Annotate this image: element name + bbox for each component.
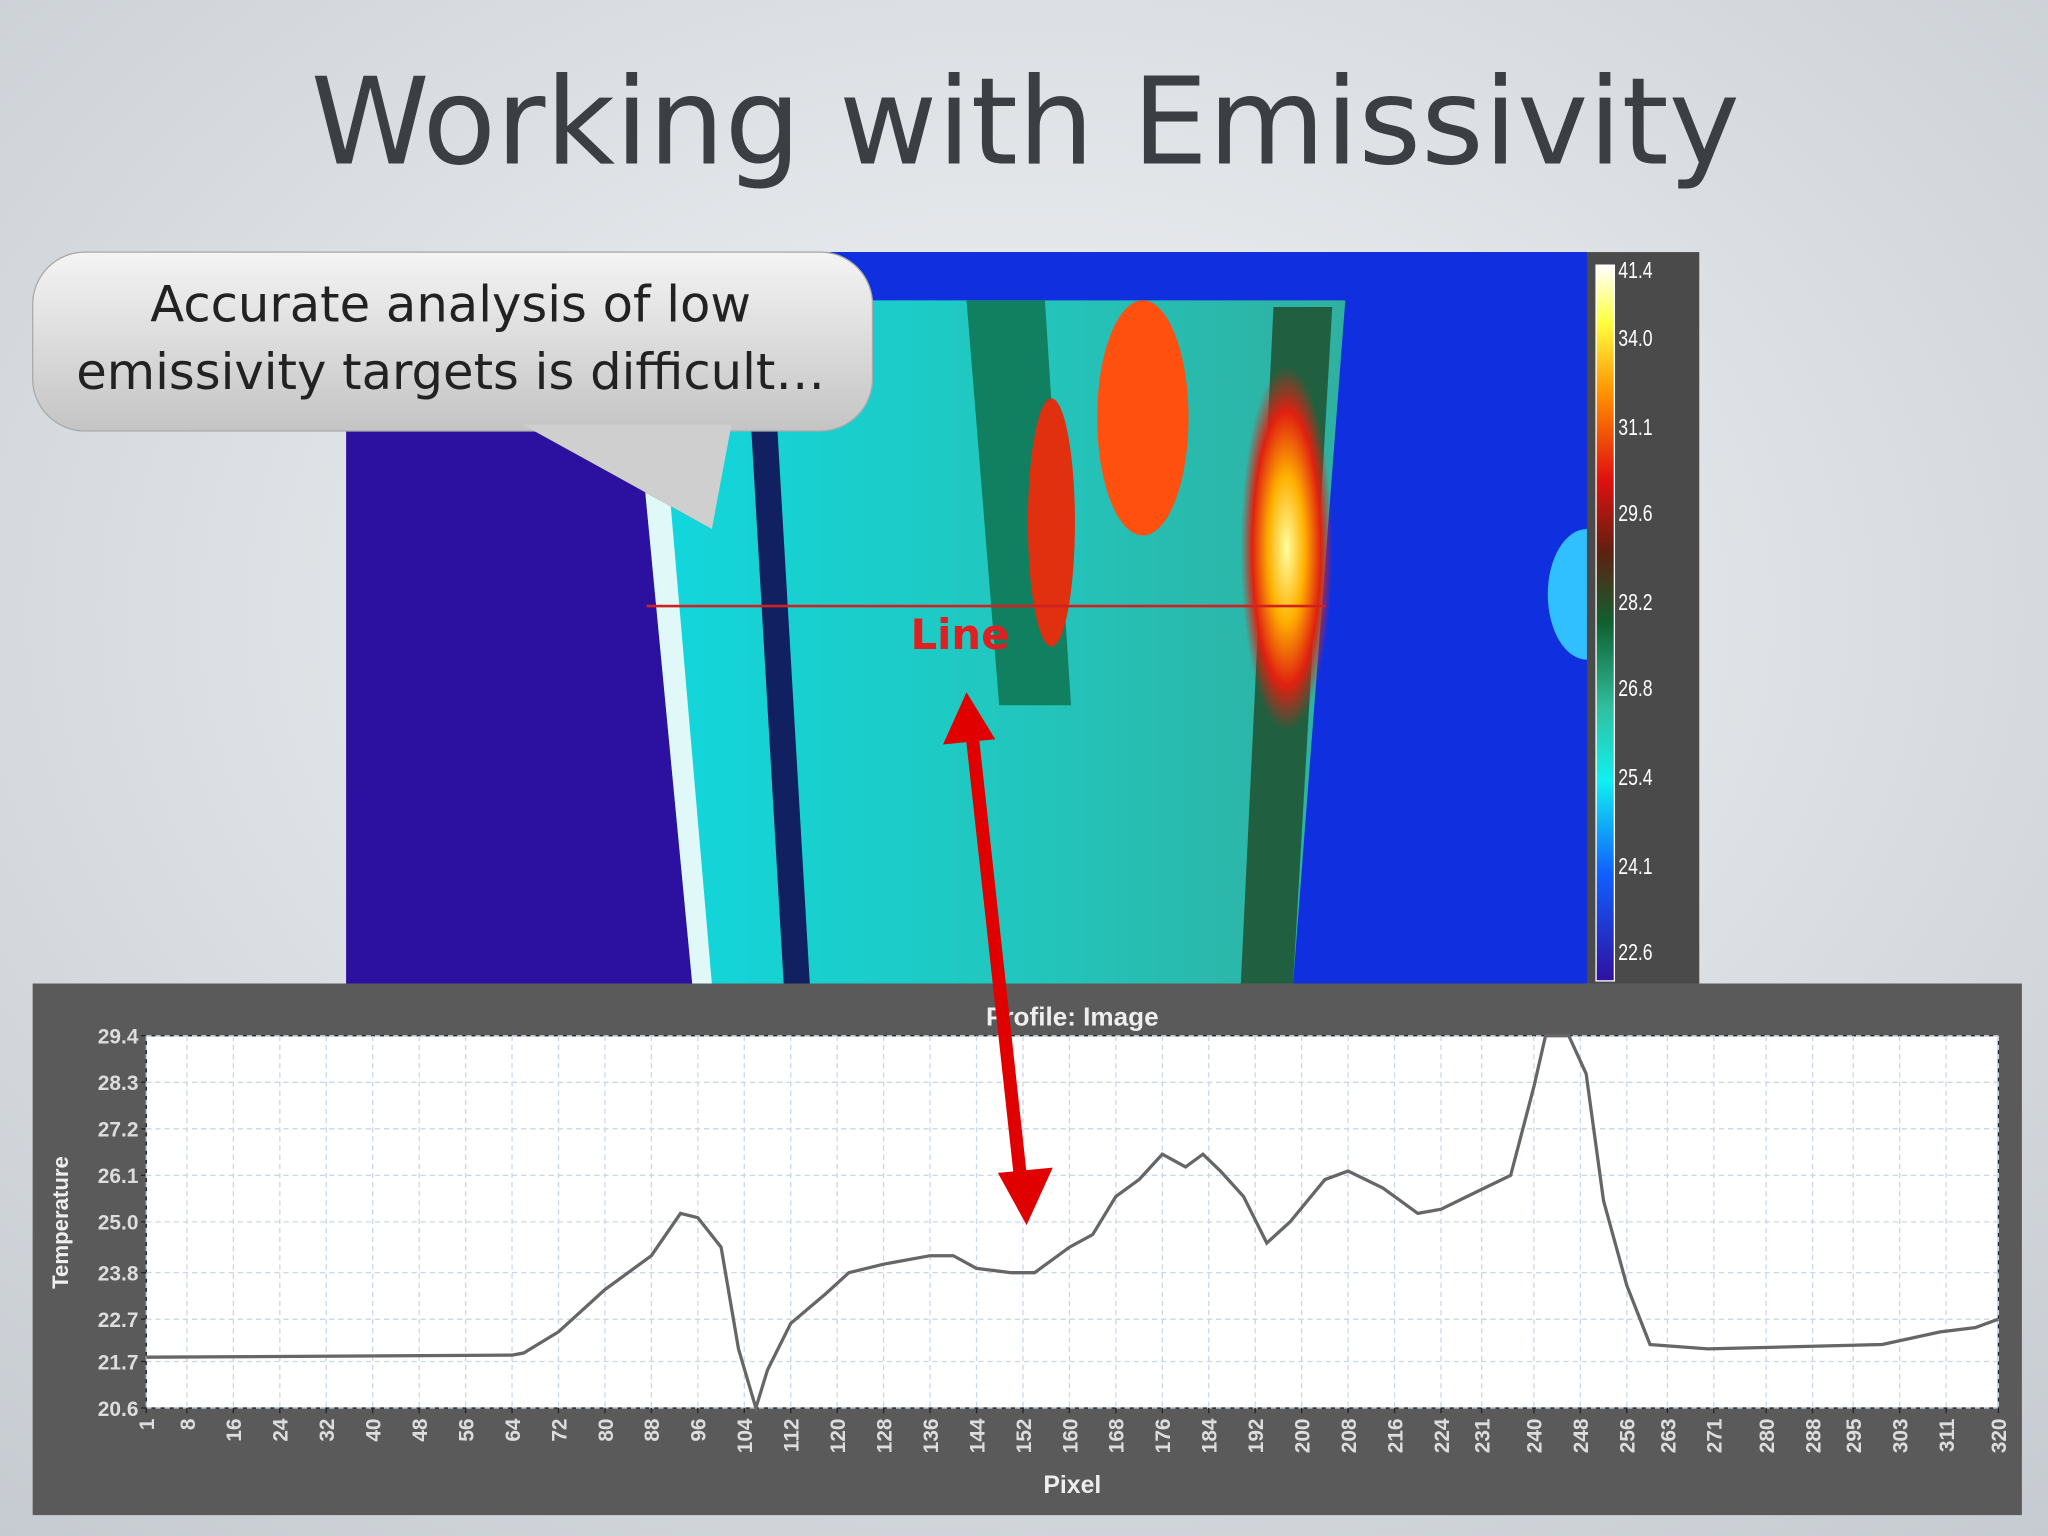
- x-tick-label: 8: [177, 1418, 200, 1430]
- scale-label: 29.6: [1618, 501, 1652, 527]
- x-tick-label: 320: [1988, 1418, 2011, 1453]
- scale-label: 28.2: [1618, 590, 1652, 616]
- arrow: [943, 692, 1053, 1226]
- y-tick-label: 27.2: [98, 1119, 139, 1142]
- x-tick-label: 216: [1384, 1418, 1407, 1453]
- x-tick-label: 280: [1756, 1418, 1779, 1453]
- y-tick-label: 22.7: [98, 1309, 139, 1332]
- scale-label: 24.1: [1618, 853, 1652, 879]
- x-tick-label: 96: [688, 1418, 711, 1441]
- x-tick-label: 144: [966, 1418, 989, 1453]
- y-tick-label: 21.7: [98, 1351, 139, 1374]
- x-tick-label: 263: [1657, 1418, 1680, 1453]
- x-tick-label: 80: [595, 1418, 618, 1441]
- x-tick-label: 295: [1843, 1418, 1866, 1453]
- x-tick-label: 120: [827, 1418, 850, 1453]
- x-tick-label: 231: [1471, 1418, 1494, 1453]
- x-tick-label: 168: [1106, 1418, 1129, 1453]
- scale-label: 31.1: [1618, 415, 1652, 441]
- x-tick-label: 160: [1059, 1418, 1082, 1453]
- x-tick-label: 224: [1431, 1418, 1454, 1453]
- x-tick-label: 104: [734, 1418, 757, 1453]
- x-tick-label: 271: [1704, 1418, 1727, 1453]
- x-tick-label: 88: [641, 1418, 664, 1441]
- x-tick-label: 72: [548, 1418, 571, 1441]
- x-tick-label: 1: [136, 1418, 159, 1430]
- y-tick-label: 23.8: [98, 1262, 139, 1285]
- x-tick-label: 200: [1291, 1418, 1314, 1453]
- y-tick-label: 25.0: [98, 1212, 139, 1235]
- x-tick-label: 56: [455, 1418, 478, 1441]
- line-label: Line: [910, 610, 1009, 659]
- x-tick-label: 248: [1570, 1418, 1593, 1453]
- scale-label: 25.4: [1618, 765, 1652, 791]
- y-tick-label: 28.3: [98, 1072, 139, 1095]
- x-tick-label: 64: [502, 1418, 525, 1442]
- x-axis-label: Pixel: [1043, 1472, 1101, 1499]
- x-tick-label: 112: [781, 1418, 804, 1452]
- x-tick-label: 16: [223, 1418, 246, 1441]
- y-tick-label: 20.6: [98, 1398, 139, 1421]
- x-tick-label: 48: [409, 1418, 432, 1441]
- x-tick-label: 192: [1245, 1418, 1268, 1453]
- y-tick-label: 29.4: [98, 1026, 139, 1049]
- scale-label: 26.8: [1618, 676, 1652, 702]
- profile-chart: Profile: Image Pixel Temperature 20.6 21.7 22…: [32, 983, 2022, 1516]
- x-tick-label: 32: [316, 1418, 339, 1441]
- x-tick-label: 208: [1338, 1418, 1361, 1453]
- x-tick-label: 311: [1936, 1418, 1959, 1452]
- x-tick-label: 256: [1617, 1418, 1640, 1453]
- x-tick-label: 136: [920, 1418, 943, 1453]
- callout-text: emissivity targets is difficult…: [76, 343, 825, 401]
- y-axis-label: Temperature: [48, 1156, 73, 1289]
- slide-title: Working with Emissivity: [311, 52, 1740, 192]
- callout: Accurate analysis of low emissivity targ…: [32, 251, 874, 529]
- x-tick-label: 184: [1199, 1418, 1222, 1453]
- x-tick-label: 128: [873, 1418, 896, 1453]
- callout-text: Accurate analysis of low: [150, 275, 751, 333]
- profile-line: [146, 1034, 1999, 1414]
- x-tick-label: 303: [1890, 1418, 1913, 1453]
- y-tick-label: 26.1: [98, 1165, 139, 1188]
- scale-label: 41.4: [1618, 258, 1652, 284]
- x-tick-label: 288: [1802, 1418, 1825, 1453]
- x-tick-label: 24: [270, 1418, 293, 1442]
- x-tick-label: 240: [1524, 1418, 1547, 1453]
- scale-label: 34.0: [1618, 326, 1652, 352]
- chart-title: Profile: Image: [986, 1001, 1159, 1031]
- scale-label: 22.6: [1618, 940, 1652, 966]
- x-tick-label: 40: [363, 1418, 386, 1441]
- x-tick-label: 152: [1013, 1418, 1036, 1453]
- x-tick-label: 176: [1152, 1418, 1175, 1453]
